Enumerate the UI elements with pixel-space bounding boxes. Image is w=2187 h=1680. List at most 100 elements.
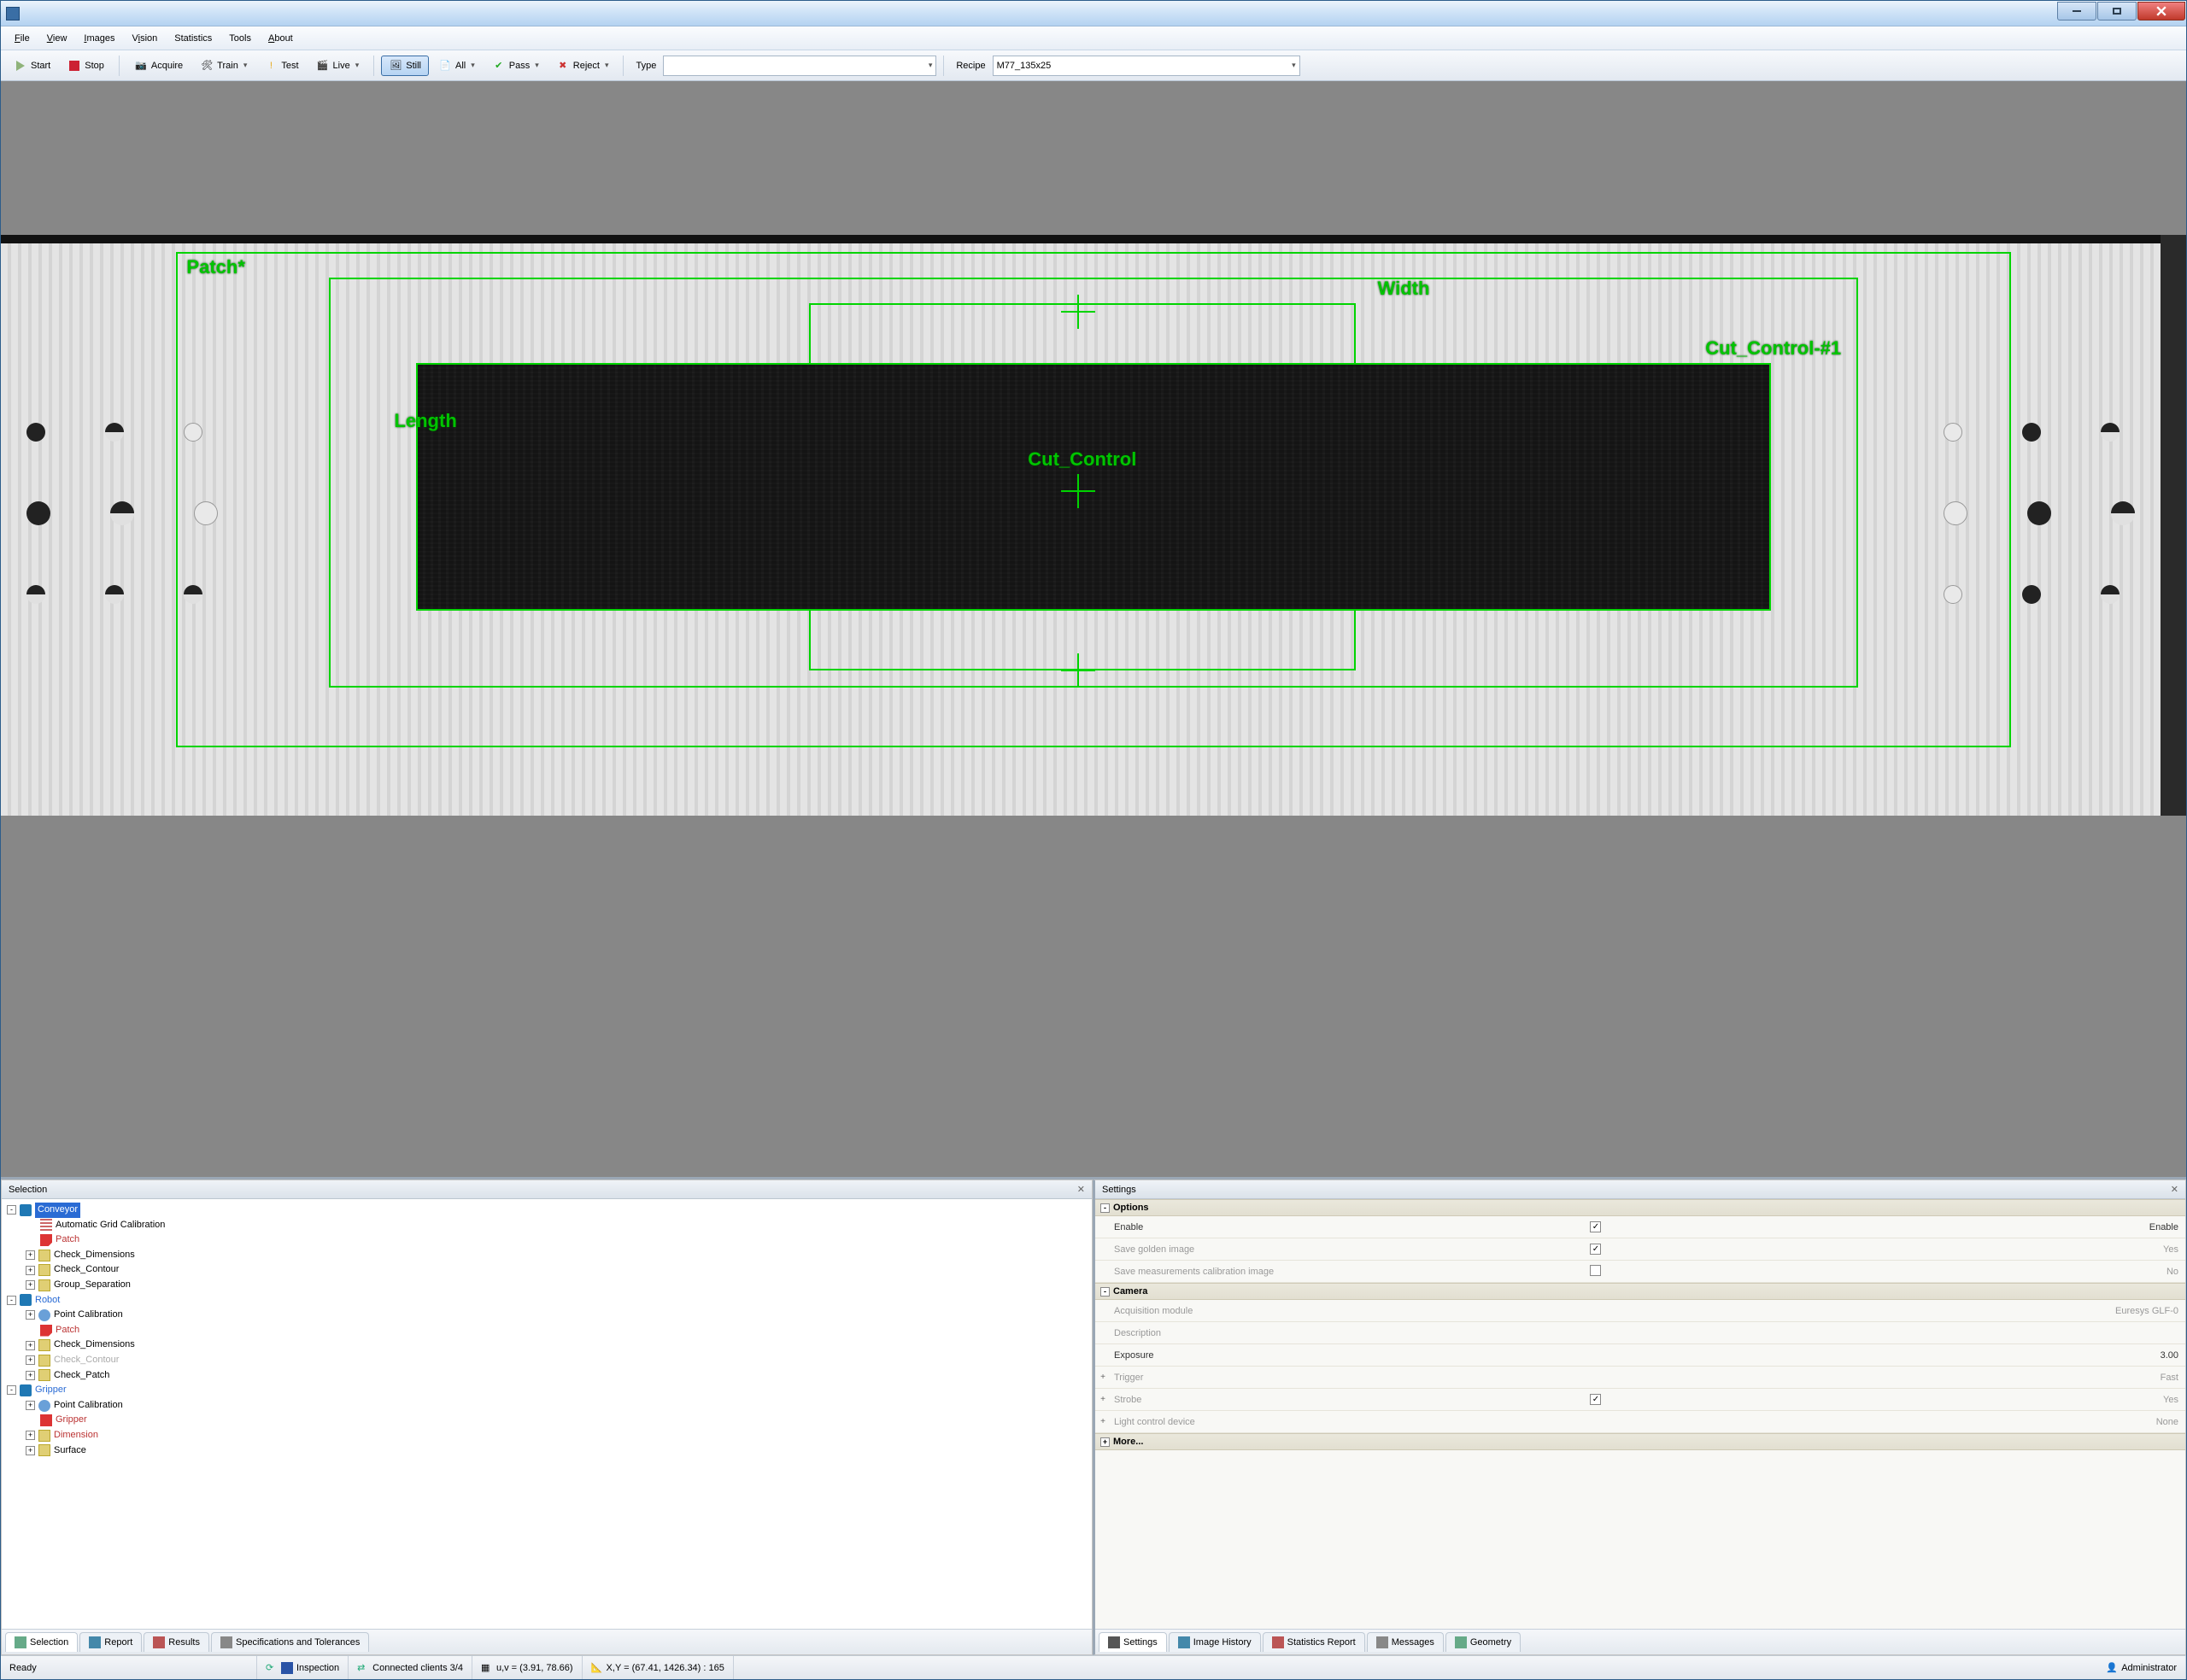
menu-about[interactable]: About	[260, 30, 302, 47]
tab-messages[interactable]: Messages	[1367, 1632, 1444, 1652]
expander-icon[interactable]: +	[26, 1250, 35, 1260]
tree-node[interactable]: +Check_Contour	[7, 1353, 1087, 1368]
tab-settings[interactable]: Settings	[1099, 1632, 1167, 1652]
selection-tree[interactable]: -ConveyorAutomatic Grid CalibrationPatch…	[2, 1199, 1092, 1629]
expander-icon[interactable]: +	[26, 1355, 35, 1365]
train-button[interactable]: 🛠Train▾	[192, 56, 255, 76]
expander-icon[interactable]: +	[26, 1341, 35, 1350]
selection-title: Selection ✕	[2, 1180, 1092, 1199]
expander-icon[interactable]: -	[1100, 1203, 1110, 1213]
still-button[interactable]: 🖼Still	[381, 56, 429, 76]
tab-geometry[interactable]: Geometry	[1445, 1632, 1521, 1652]
tree-node[interactable]: +Dimension	[7, 1428, 1087, 1443]
expander-icon[interactable]: +	[26, 1310, 35, 1320]
tree-node[interactable]: +Group_Separation	[7, 1278, 1087, 1293]
expander-icon[interactable]: +	[26, 1446, 35, 1455]
tree-node[interactable]: Patch	[7, 1232, 1087, 1248]
expander-icon[interactable]: +	[26, 1280, 35, 1290]
recipe-combo[interactable]: M77_135x25▾	[993, 56, 1300, 76]
tree-node[interactable]: +Point Calibration	[7, 1398, 1087, 1414]
tab-report[interactable]: Report	[79, 1632, 142, 1652]
label-cut-control-1: Cut_Control-#1	[1705, 337, 1841, 360]
test-button[interactable]: !Test	[256, 56, 306, 76]
settings-title: Settings ✕	[1095, 1180, 2185, 1199]
tab-specifications-and-tolerances[interactable]: Specifications and Tolerances	[211, 1632, 369, 1652]
tab-statistics-report[interactable]: Statistics Report	[1263, 1632, 1365, 1652]
pg-row[interactable]: Save measurements calibration imageNo	[1095, 1261, 2185, 1283]
checkbox[interactable]	[1590, 1265, 1601, 1276]
checkbox[interactable]: ✓	[1590, 1221, 1601, 1232]
pg-row[interactable]: Enable✓Enable	[1095, 1216, 2185, 1238]
tab-icon	[153, 1636, 165, 1648]
pg-row[interactable]: +TriggerFast	[1095, 1367, 2185, 1389]
pg-value: Enable	[1615, 1220, 2185, 1235]
tree-node[interactable]: -Gripper	[7, 1383, 1087, 1398]
tree-node[interactable]: +Point Calibration	[7, 1308, 1087, 1323]
pg-row[interactable]: Save golden image✓Yes	[1095, 1238, 2185, 1261]
pg-section-header[interactable]: +More...	[1095, 1433, 2185, 1450]
close-icon[interactable]: ✕	[2171, 1184, 2178, 1195]
tab-selection[interactable]: Selection	[5, 1632, 78, 1652]
stop-button[interactable]: Stop	[60, 56, 112, 76]
menu-tools[interactable]: Tools	[220, 30, 260, 47]
tree-node[interactable]: +Surface	[7, 1443, 1087, 1459]
acquire-button[interactable]: 📷Acquire	[126, 56, 191, 76]
expander-icon[interactable]: -	[7, 1296, 16, 1305]
expander-icon[interactable]: +	[26, 1371, 35, 1380]
menu-file[interactable]: File	[6, 30, 38, 47]
tree-node[interactable]: +Check_Patch	[7, 1368, 1087, 1384]
tree-node[interactable]: Gripper	[7, 1413, 1087, 1428]
tree-node[interactable]: + Check_Dimensions	[7, 1338, 1087, 1353]
property-grid[interactable]: -OptionsEnable✓EnableSave golden image✓Y…	[1095, 1199, 2185, 1629]
recipe-value: M77_135x25	[997, 61, 1052, 71]
menu-statistics[interactable]: Statistics	[166, 30, 220, 47]
folder-icon	[38, 1339, 50, 1351]
pg-row[interactable]: +Strobe✓Yes	[1095, 1389, 2185, 1411]
tree-node[interactable]: +Check_Contour	[7, 1262, 1087, 1278]
checkbox[interactable]: ✓	[1590, 1244, 1601, 1255]
pass-button[interactable]: ✔Pass▾	[484, 56, 547, 76]
menu-vision[interactable]: Vision	[124, 30, 167, 47]
label-length: Length	[394, 410, 456, 432]
tree-node[interactable]: +Check_Dimensions	[7, 1248, 1087, 1263]
start-button[interactable]: Start	[6, 56, 58, 76]
pg-row[interactable]: Description	[1095, 1322, 2185, 1344]
menu-images[interactable]: Images	[75, 30, 123, 47]
tab-icon	[1376, 1636, 1388, 1648]
pg-section-header[interactable]: -Options	[1095, 1199, 2185, 1216]
type-combo[interactable]: ▾	[663, 56, 936, 76]
checkbox[interactable]: ✓	[1590, 1394, 1601, 1405]
minimize-button[interactable]	[2057, 2, 2096, 20]
tree-label: Check_Dimensions	[54, 1338, 135, 1353]
maximize-button[interactable]	[2097, 2, 2137, 20]
pg-name: Light control device	[1111, 1414, 1590, 1430]
menu-view[interactable]: View	[38, 30, 76, 47]
tree-node[interactable]: -Robot	[7, 1293, 1087, 1308]
close-button[interactable]	[2137, 2, 2185, 20]
right-tabstrip: SettingsImage HistoryStatistics ReportMe…	[1095, 1629, 2185, 1654]
tab-image-history[interactable]: Image History	[1169, 1632, 1261, 1652]
expander-icon[interactable]: -	[1100, 1287, 1110, 1297]
expander-icon[interactable]: -	[7, 1205, 16, 1215]
expander-icon[interactable]: +	[26, 1431, 35, 1440]
tree-node[interactable]: Patch	[7, 1323, 1087, 1338]
all-button[interactable]: 📄All▾	[431, 56, 483, 76]
camera-view[interactable]: Patch* Width Length Cut_Control Cut_Cont…	[1, 81, 2186, 1177]
expander-icon[interactable]: +	[26, 1266, 35, 1275]
reject-button[interactable]: ✖Reject▾	[548, 56, 617, 76]
pg-row[interactable]: +Light control deviceNone	[1095, 1411, 2185, 1433]
pg-row[interactable]: Acquisition moduleEuresys GLF-0	[1095, 1300, 2185, 1322]
expander-icon[interactable]: +	[26, 1401, 35, 1410]
tree-node[interactable]: Automatic Grid Calibration	[7, 1218, 1087, 1233]
expander-icon[interactable]: +	[1100, 1437, 1110, 1447]
close-icon[interactable]: ✕	[1077, 1184, 1085, 1195]
pg-row[interactable]: Exposure3.00	[1095, 1344, 2185, 1367]
expander-icon[interactable]: -	[7, 1385, 16, 1395]
tab-results[interactable]: Results	[144, 1632, 209, 1652]
pg-section-header[interactable]: -Camera	[1095, 1283, 2185, 1300]
folder-icon	[38, 1264, 50, 1276]
tree-node[interactable]: -Conveyor	[7, 1203, 1087, 1218]
live-button[interactable]: 🎬Live▾	[308, 56, 367, 76]
pg-name: Save measurements calibration image	[1111, 1264, 1590, 1279]
tab-label: Results	[168, 1637, 200, 1648]
